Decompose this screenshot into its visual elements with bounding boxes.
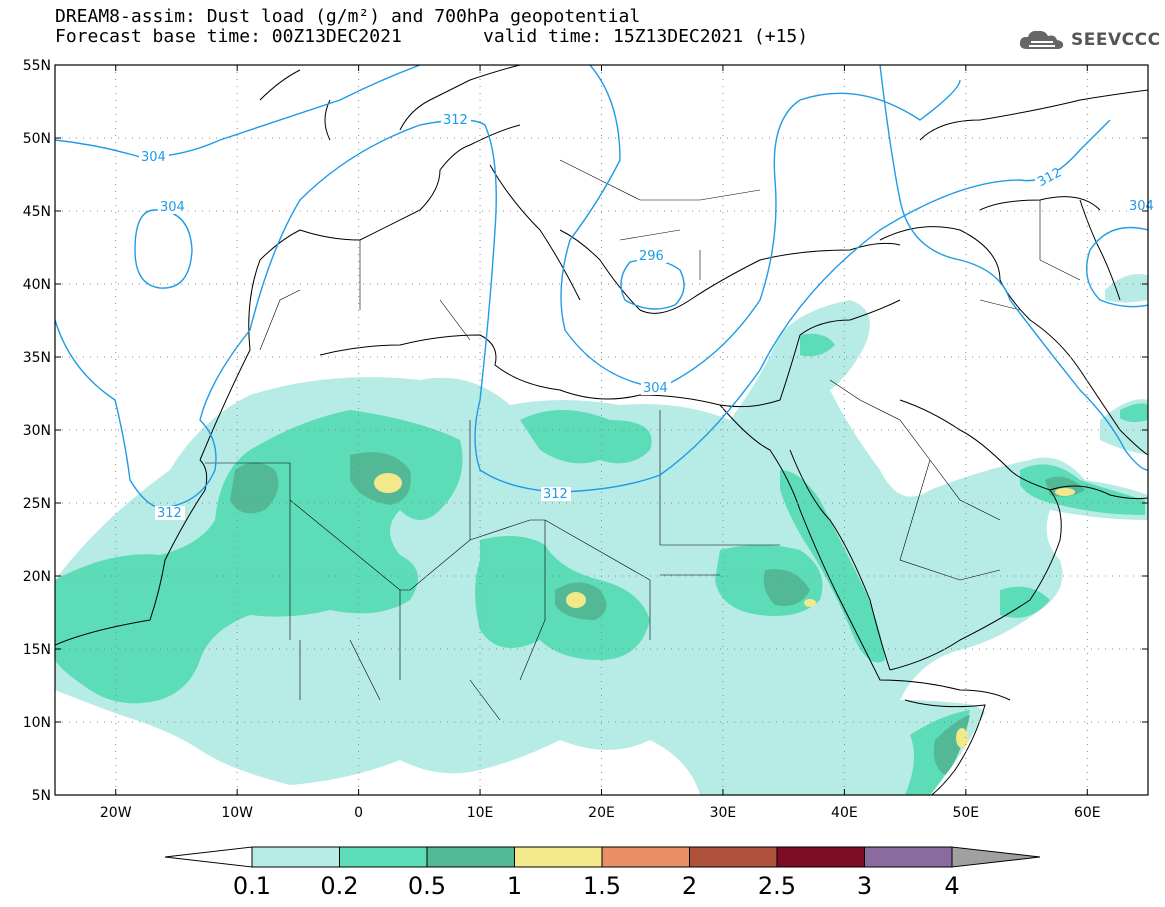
contour-296 <box>620 259 685 310</box>
lon-label: 10E <box>467 805 494 821</box>
lon-label: 0 <box>354 805 363 821</box>
colorbar-label: 0.5 <box>408 872 446 900</box>
colorbar-cell <box>601 846 690 868</box>
lat-label: 5N <box>32 788 51 804</box>
colorbar-label: 4 <box>944 872 959 900</box>
dust-level-1 <box>374 473 1075 748</box>
forecast-base-time: Forecast base time: 00Z13DEC2021 <box>55 26 402 47</box>
colorbar-cell <box>689 846 778 868</box>
colorbar-label: 2 <box>682 872 697 900</box>
colorbar-label: 0.1 <box>233 872 271 900</box>
geopotential-contours <box>55 65 1148 509</box>
country-borders <box>205 159 1081 721</box>
colorbar-label: 1 <box>507 872 522 900</box>
lat-label: 45N <box>23 204 51 220</box>
colorbar-cell <box>776 846 865 868</box>
contour-label: 312 <box>157 506 182 521</box>
axis-ticks <box>55 64 1148 796</box>
lon-label: 10W <box>221 805 253 821</box>
contour-label: 312 <box>443 113 468 128</box>
dust-load-field <box>55 274 1148 795</box>
lon-label: 30E <box>710 805 737 821</box>
colorbar-label: 2.5 <box>758 872 796 900</box>
lon-label: 60E <box>1074 805 1101 821</box>
contour-312-east <box>879 65 1148 471</box>
colorbar-high-arrow <box>951 846 1041 868</box>
colorbar-labels: 0.1 0.2 0.5 1 1.5 2 2.5 3 4 <box>233 872 960 900</box>
contour-304-west <box>55 65 421 158</box>
lat-label: 55N <box>23 58 51 74</box>
colorbar-cell <box>339 846 428 868</box>
contour-304-central <box>560 65 961 389</box>
lat-label: 50N <box>23 131 51 147</box>
lat-label: 40N <box>23 277 51 293</box>
map-title: DREAM8-assim: Dust load (g/m²) and 700hP… <box>55 6 641 27</box>
lon-label: 40E <box>831 805 858 821</box>
cloud-icon <box>1019 30 1064 49</box>
lat-label: 25N <box>23 496 51 512</box>
lat-label: 20N <box>23 569 51 585</box>
valid-time: valid time: 15Z13DEC2021 (+15) <box>483 26 809 47</box>
colorbar-cell <box>514 846 603 868</box>
lon-label: 20W <box>100 805 132 821</box>
lat-label: 35N <box>23 350 51 366</box>
contour-label: 304 <box>643 381 668 396</box>
longitude-labels: 20W 10W 0 10E 20E 30E 40E 50E 60E <box>100 805 1101 821</box>
colorbar-label: 1.5 <box>583 872 621 900</box>
colorbar-low-arrow <box>164 846 253 868</box>
contour-312 <box>55 119 1111 509</box>
contour-labels: 304 312 304 312 296 304 312 312 304 <box>139 113 1154 521</box>
contour-304-east <box>1086 226 1148 308</box>
lat-label: 15N <box>23 642 51 658</box>
lon-label: 50E <box>952 805 979 821</box>
contour-label: 296 <box>639 249 664 264</box>
logo-text: SEEVCCC <box>1071 30 1161 50</box>
contour-label: 312 <box>543 487 568 502</box>
contour-label: 304 <box>160 200 185 215</box>
colorbar-label: 3 <box>857 872 872 900</box>
lat-label: 30N <box>23 423 51 439</box>
lon-label: 20E <box>588 805 615 821</box>
contour-label: 304 <box>141 150 166 165</box>
graticule <box>55 65 1148 795</box>
colorbar-cells <box>251 846 953 868</box>
colorbar-cell <box>251 846 340 868</box>
colorbar-label: 0.2 <box>320 872 358 900</box>
contour-304-closed <box>134 209 193 289</box>
latitude-labels: 55N 50N 45N 40N 35N 30N 25N 20N 15N 10N 5N <box>23 58 51 804</box>
seevccc-logo: SEEVCCC <box>1017 27 1161 53</box>
colorbar-cell <box>864 846 953 868</box>
colorbar-cell <box>426 846 515 868</box>
lat-label: 10N <box>23 715 51 731</box>
